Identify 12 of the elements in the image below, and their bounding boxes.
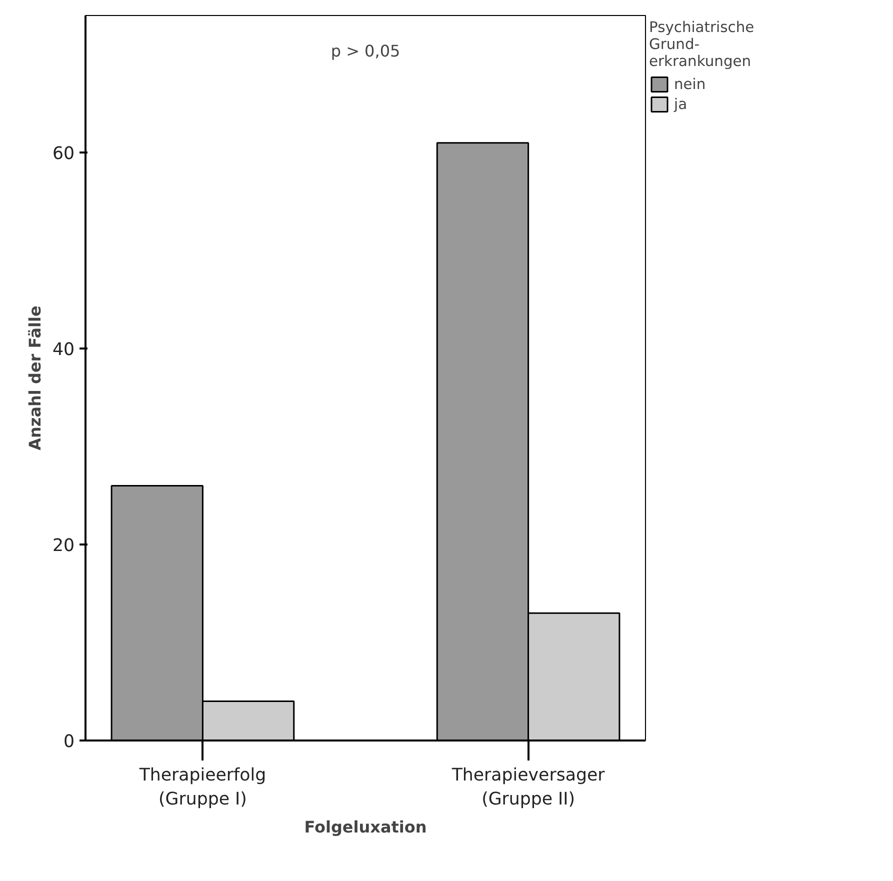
y-tick-label: 0 [63, 732, 75, 752]
x-tick-label: Therapieerfolg (Gruppe I) [138, 766, 266, 810]
y-axis-title: Anzahl der Fälle [25, 306, 44, 450]
annotation: p > 0,05 [330, 42, 400, 60]
legend-title: Psychiatrische Grund- erkrankungen [649, 19, 754, 70]
y-tick-label: 60 [52, 144, 75, 164]
x-axis-title: Folgeluxation [304, 818, 427, 836]
y-tick-label: 20 [52, 536, 75, 556]
legend-label: nein [674, 76, 706, 92]
y-tick-label: 40 [52, 340, 75, 360]
x-tick-label: Therapieversager (Gruppe II) [450, 766, 606, 810]
legend-label: ja [674, 96, 688, 112]
